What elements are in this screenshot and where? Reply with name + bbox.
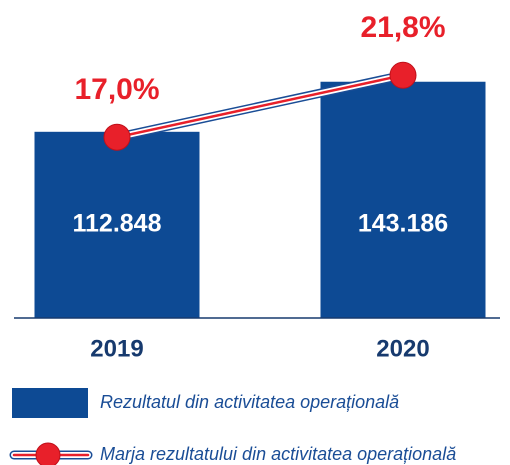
- bar: [34, 131, 200, 318]
- x-tick-label: 2019: [90, 335, 143, 362]
- line-value-label: 21,8%: [360, 11, 445, 44]
- x-tick-label: 2020: [376, 335, 429, 362]
- legend-label: Marja rezultatului din activitatea opera…: [100, 444, 456, 464]
- line-series: [115, 73, 405, 139]
- bar-value-label: 143.186: [358, 210, 448, 238]
- legend-label: Rezultatul din activitatea operațională: [100, 392, 399, 412]
- line-point: [103, 123, 131, 151]
- legend-swatch: [12, 388, 88, 418]
- bar-value-label: 112.848: [73, 210, 162, 238]
- line-value-label: 17,0%: [74, 73, 159, 106]
- legend-marker: [35, 442, 61, 465]
- bar: [320, 81, 486, 318]
- line-point: [389, 61, 417, 89]
